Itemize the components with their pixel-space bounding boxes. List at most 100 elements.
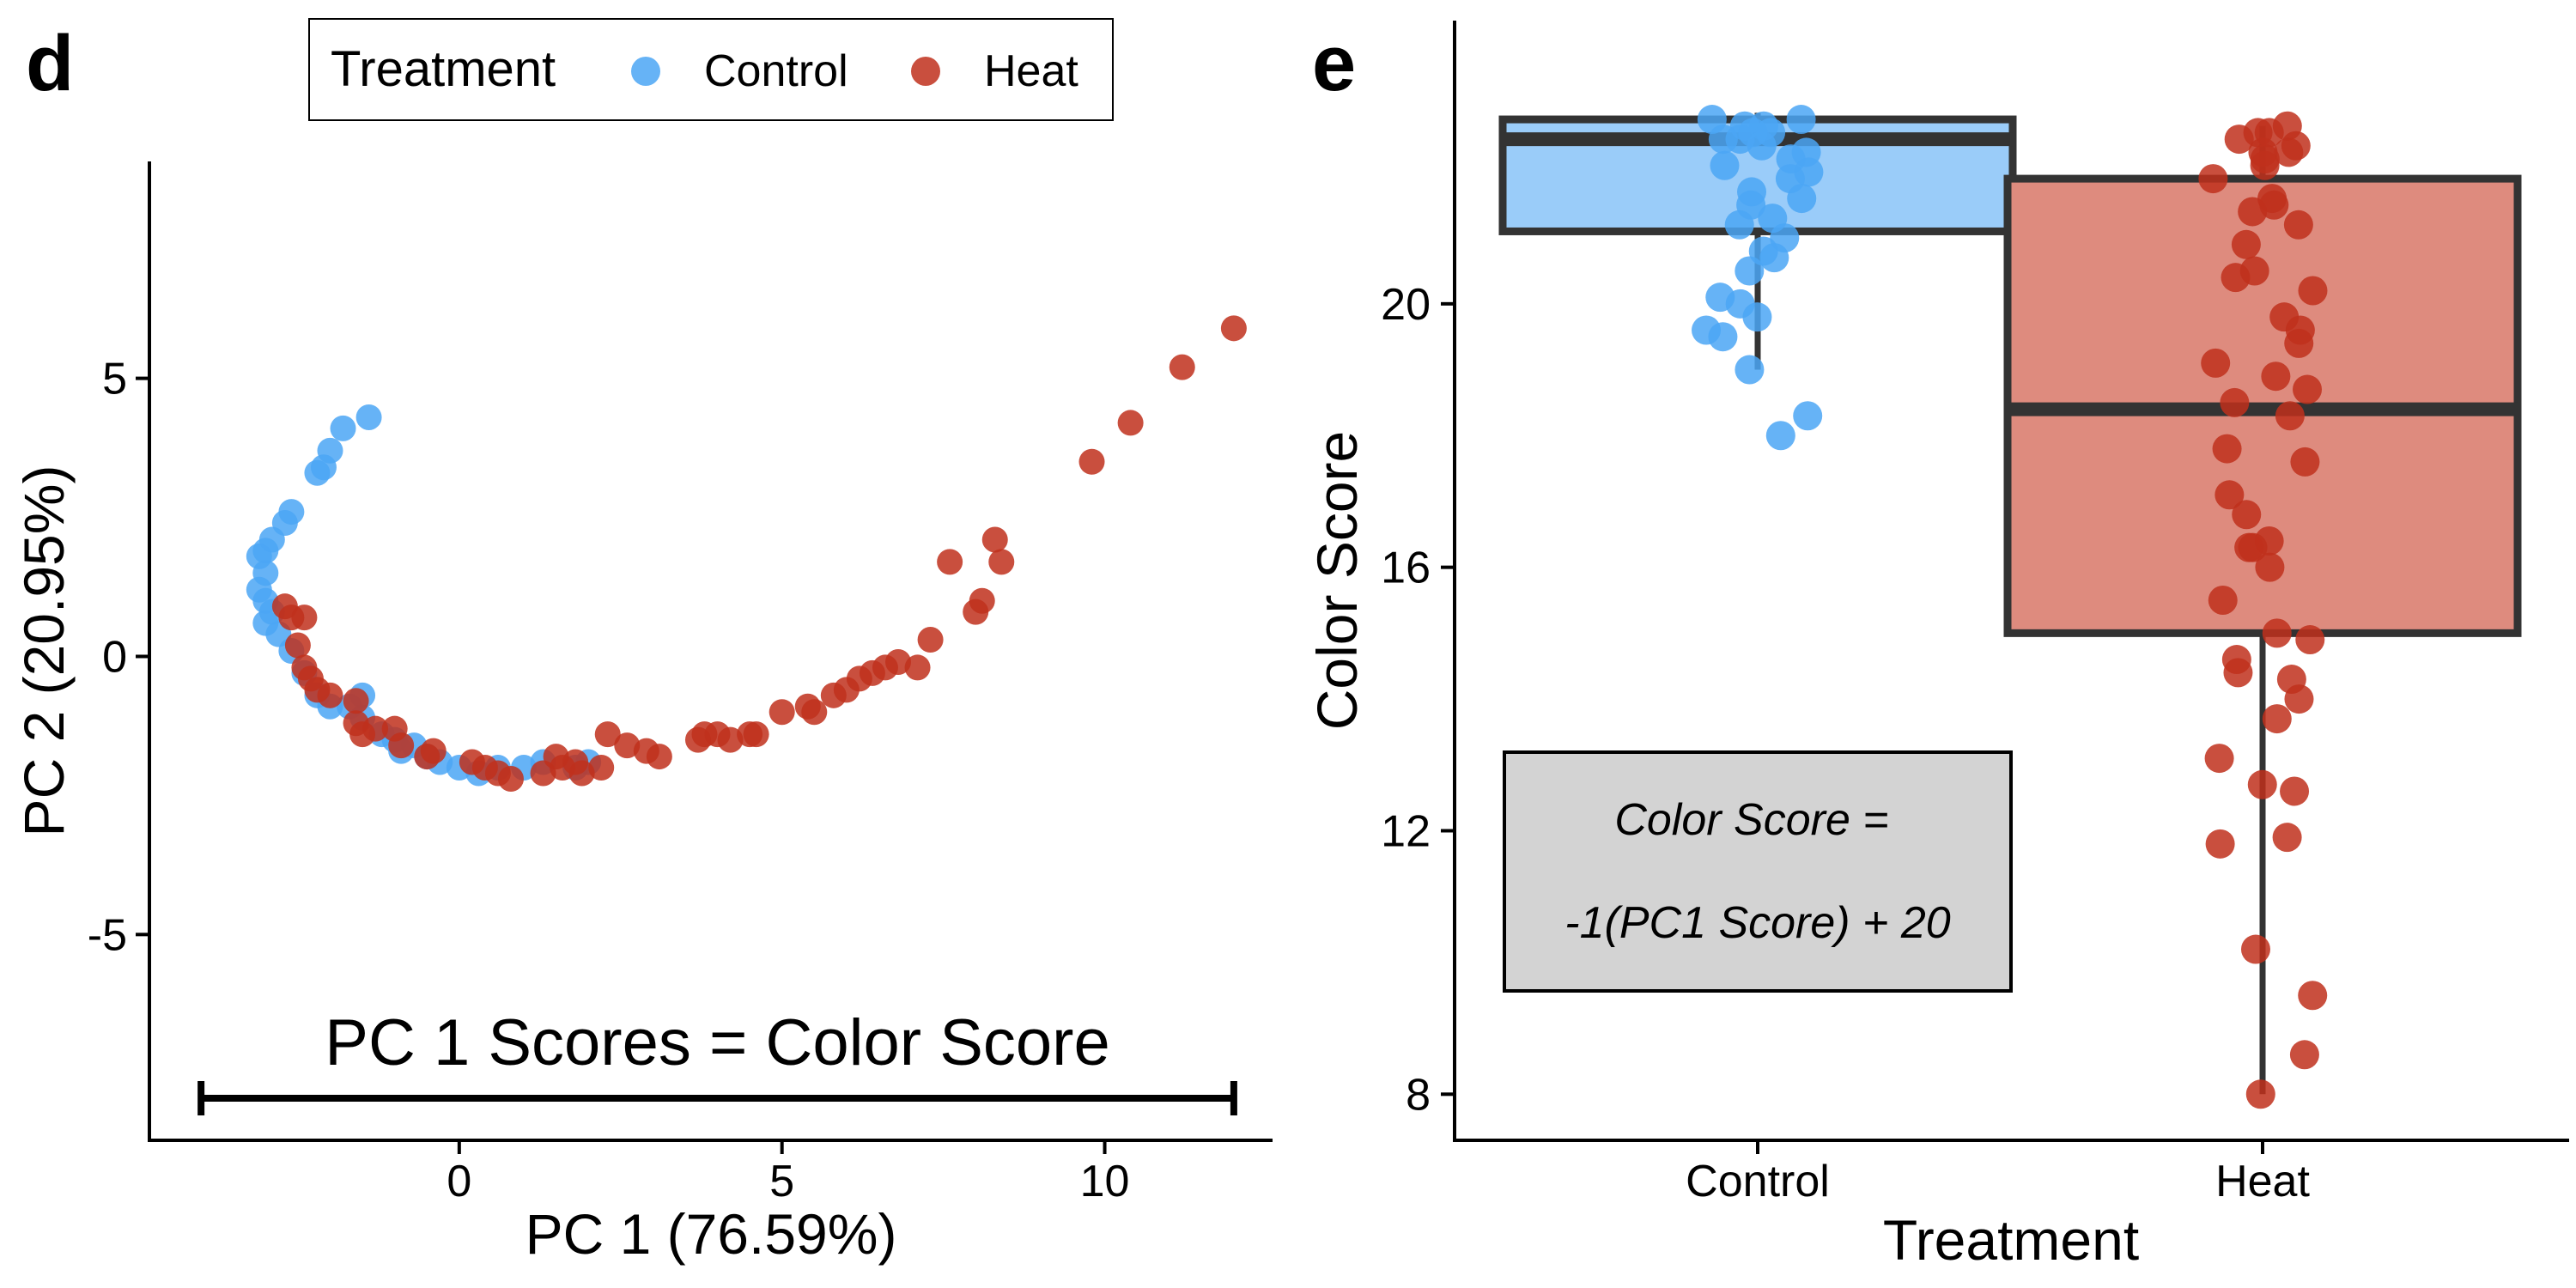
x-tick-label: 0	[447, 1157, 471, 1206]
point-heat	[769, 699, 795, 726]
y-tick-label: -5	[88, 910, 127, 960]
point-control	[1708, 322, 1738, 352]
x-axis-title: PC 1 (76.59%)	[526, 1202, 897, 1266]
pc1-range-annotation: PC 1 Scores = Color Score	[197, 1006, 1237, 1115]
point-heat	[2295, 625, 2325, 655]
point-heat	[284, 632, 311, 659]
axis-ticks: 8 12 16 20 Control Heat	[1381, 280, 2310, 1206]
panel-label-d: d	[26, 20, 74, 107]
formula-annotation: Color Score = -1(PC1 Score) + 20	[1503, 750, 2013, 993]
point-heat	[2220, 387, 2250, 417]
legend-label-control: Control	[704, 46, 848, 96]
point-heat	[1169, 354, 1195, 380]
point-heat	[2231, 229, 2261, 259]
point-heat	[743, 721, 769, 748]
point-heat	[2250, 150, 2280, 180]
point-heat	[2198, 164, 2228, 194]
x-axis-title: Treatment	[1883, 1208, 2139, 1272]
point-control	[1759, 243, 1789, 273]
point-heat	[317, 682, 343, 708]
y-tick-label: 5	[102, 355, 127, 404]
point-heat	[2283, 210, 2313, 240]
axis-ticks: 0 5 10 5 0 -5	[88, 355, 1130, 1206]
y-tick-label: 0	[102, 632, 127, 682]
point-heat	[362, 715, 389, 742]
y-tick-label: 12	[1381, 806, 1431, 856]
y-axis-title: Color Score	[1305, 431, 1369, 730]
point-heat	[2238, 532, 2268, 562]
point-control	[1724, 210, 1754, 240]
point-heat	[2232, 500, 2262, 530]
point-control	[1710, 150, 1740, 180]
point-heat	[801, 699, 828, 726]
point-heat	[937, 549, 963, 575]
point-heat	[2240, 934, 2270, 964]
point-heat	[1078, 448, 1105, 475]
point-heat	[2262, 704, 2292, 734]
legend-title: Treatment	[331, 41, 556, 97]
point-heat	[646, 744, 672, 770]
point-heat	[420, 738, 447, 764]
panel-label-e: e	[1312, 20, 1356, 107]
point-heat	[2208, 586, 2238, 616]
point-heat	[917, 627, 944, 653]
point-control	[1787, 184, 1817, 214]
point-control	[1735, 355, 1765, 385]
x-tick-label-control: Control	[1686, 1157, 1830, 1206]
formula-line-2: -1(PC1 Score) + 20	[1564, 898, 1950, 948]
point-heat	[1117, 410, 1144, 436]
point-control	[1765, 421, 1795, 451]
point-heat	[2201, 348, 2231, 378]
point-heat	[2261, 361, 2291, 392]
point-heat	[388, 732, 415, 759]
point-control	[1742, 302, 1772, 332]
point-heat	[2255, 552, 2285, 582]
point-control	[1735, 256, 1765, 286]
point-control	[1786, 105, 1816, 135]
jitter-points	[1692, 105, 2328, 1109]
point-heat	[2293, 374, 2323, 404]
x-tick-label-heat: Heat	[2215, 1157, 2310, 1206]
formula-line-1: Color Score =	[1614, 795, 1888, 845]
point-heat	[2204, 744, 2234, 774]
point-heat	[2262, 618, 2292, 648]
legend: Treatment Control Heat	[308, 18, 1114, 121]
point-heat	[2298, 276, 2328, 306]
point-heat	[2275, 401, 2305, 431]
point-heat	[614, 732, 641, 759]
point-heat	[588, 755, 615, 781]
point-heat	[1220, 315, 1247, 342]
point-heat	[2221, 263, 2251, 293]
point-control	[355, 404, 382, 430]
pc1-annotation-text: PC 1 Scores = Color Score	[325, 1006, 1110, 1079]
formula-box	[1503, 750, 2013, 993]
point-heat	[969, 587, 995, 614]
point-heat	[2245, 1079, 2275, 1109]
point-heat	[594, 721, 621, 748]
point-heat	[2238, 197, 2268, 227]
point-heat	[2280, 776, 2310, 806]
point-control	[1747, 131, 1777, 161]
y-tick-label: 8	[1406, 1070, 1431, 1120]
y-tick-label: 16	[1381, 544, 1431, 593]
point-heat	[291, 605, 318, 631]
point-heat	[343, 688, 369, 714]
point-control	[310, 454, 337, 481]
legend-box	[308, 18, 1114, 121]
point-heat	[568, 760, 595, 787]
point-heat	[2224, 125, 2254, 155]
legend-marker-control	[631, 57, 660, 86]
pca-scatter-panel: 0 5 10 5 0 -5 PC 1 (76.59%) PC 2 (20.95%) PC …	[12, 161, 1273, 1266]
point-heat	[2284, 684, 2314, 714]
legend-marker-heat	[911, 57, 940, 86]
point-heat	[2274, 137, 2304, 167]
point-heat	[2272, 823, 2302, 853]
point-heat	[717, 726, 744, 753]
point-heat	[904, 654, 931, 681]
y-tick-label: 20	[1381, 280, 1431, 330]
point-control	[330, 415, 356, 441]
x-tick-label: 10	[1080, 1157, 1130, 1206]
point-heat	[885, 648, 911, 675]
point-heat	[981, 526, 1008, 553]
